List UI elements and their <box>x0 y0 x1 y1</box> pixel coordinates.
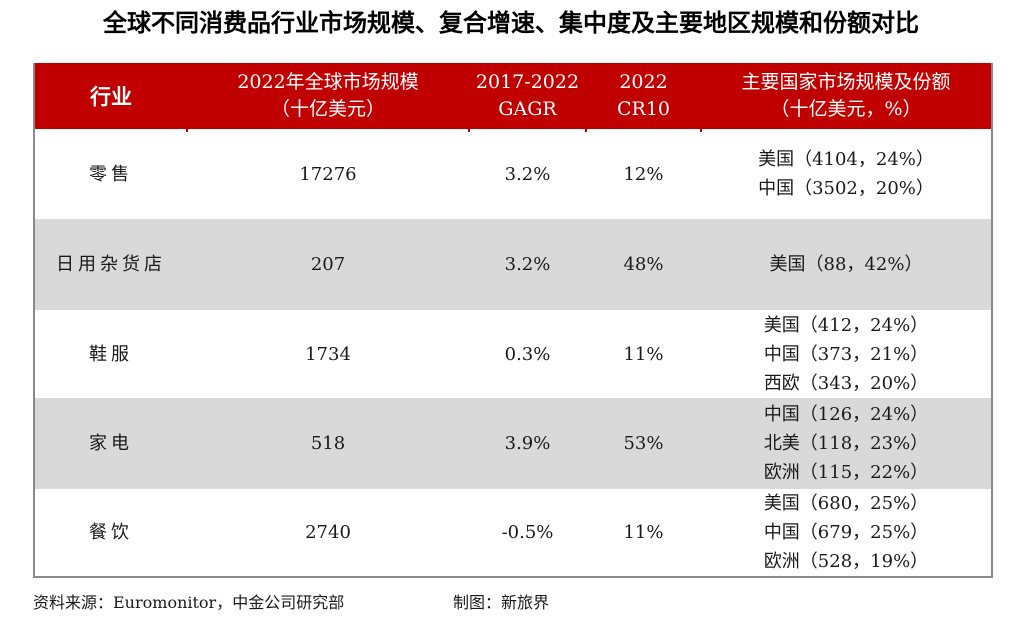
region-list: 美国（4104，24%） 中国（3502，20%） <box>758 145 934 203</box>
header-regions-line2: （十亿美元，%） <box>770 98 922 120</box>
region-share: 美国（680，25%） <box>763 493 929 514</box>
cr10-cell: 53% <box>623 433 664 454</box>
header-industry: 行业 <box>35 63 188 132</box>
cr10-cell: 48% <box>623 254 664 275</box>
header-cr10: 2022 CR10 <box>586 63 702 132</box>
regions-cell: 美国（412，24%） 中国（373，21%） 西欧（343，20%） <box>701 310 991 398</box>
header-market-size: 2022年全球市场规模 （十亿美元） <box>187 63 470 132</box>
market-size-cell: 17276 <box>299 163 357 185</box>
cr10-cell: 11% <box>623 522 664 543</box>
cagr-cell: 3.9% <box>504 433 551 454</box>
header-cagr-line1: 2017-2022 <box>475 71 580 93</box>
cagr-cell: 3.2% <box>504 254 551 275</box>
region-share: 美国（412，24%） <box>763 314 929 336</box>
regions-cell: 美国（680，25%） 中国（679，25%） 欧洲（528，19%） <box>701 489 991 576</box>
regions-cell: 美国（88，42%） <box>701 219 991 310</box>
header-market-size-line2: （十亿美元） <box>270 98 385 120</box>
table-row: 家电 518 3.9% 53% 中国（126，24%） 北美（118，23%） … <box>35 398 991 489</box>
region-share: 美国（4104，24%） <box>758 149 934 170</box>
market-size-cell: 1734 <box>305 343 351 365</box>
page-title: 全球不同消费品行业市场规模、复合增速、集中度及主要地区规模和份额对比 <box>103 8 919 37</box>
header-regions-line1: 主要国家市场规模及份额 <box>741 71 951 93</box>
source-note: 资料来源：Euromonitor，中金公司研究部 <box>33 593 345 612</box>
region-list: 美国（680，25%） 中国（679，25%） 欧洲（528，19%） <box>764 489 928 576</box>
industry-table: 行业 2022年全球市场规模 （十亿美元） 2017-2022 GAGR 202… <box>35 63 991 576</box>
table-row: 零售 17276 3.2% 12% 美国（4104，24%） 中国（3502，2… <box>35 129 991 219</box>
industry-cell: 餐饮 <box>89 522 133 543</box>
region-share: 美国（88，42%） <box>769 254 923 275</box>
region-share: 中国（679，25%） <box>763 522 929 543</box>
region-list: 中国（126，24%） 北美（118，23%） 欧洲（115，22%） <box>764 400 928 487</box>
table-row: 鞋服 1734 0.3% 11% 美国（412，24%） 中国（373，21%）… <box>35 310 991 398</box>
cagr-cell: -0.5% <box>501 522 554 543</box>
header-cagr: 2017-2022 GAGR <box>469 63 587 132</box>
market-size-cell: 207 <box>310 254 346 275</box>
header-cr10-line1: 2022 <box>619 71 668 93</box>
region-list: 美国（88，42%） <box>770 250 923 279</box>
header-cagr-line2: GAGR <box>498 98 557 120</box>
region-share: 中国（126，24%） <box>763 404 929 425</box>
industry-cell: 家电 <box>89 433 133 454</box>
industry-cell: 鞋服 <box>89 343 133 365</box>
cagr-cell: 3.2% <box>504 163 551 185</box>
cr10-cell: 11% <box>623 343 664 365</box>
region-share: 中国（3502，20%） <box>758 178 934 199</box>
region-share: 中国（373，21%） <box>763 343 929 365</box>
regions-cell: 美国（4104，24%） 中国（3502，20%） <box>701 129 991 219</box>
industry-cell: 零售 <box>89 163 133 185</box>
region-share: 西欧（343，20%） <box>763 372 929 394</box>
regions-cell: 中国（126，24%） 北美（118，23%） 欧洲（115，22%） <box>701 398 991 489</box>
chart-credit: 制图：新旅界 <box>453 593 550 612</box>
comparison-table: 行业 2022年全球市场规模 （十亿美元） 2017-2022 GAGR 202… <box>33 63 993 578</box>
cr10-cell: 12% <box>623 163 664 185</box>
region-list: 美国（412，24%） 中国（373，21%） 西欧（343，20%） <box>764 311 928 398</box>
industry-cell: 日用杂货店 <box>56 254 166 275</box>
cagr-cell: 0.3% <box>504 343 551 365</box>
market-size-cell: 2740 <box>305 522 351 543</box>
table-row: 日用杂货店 207 3.2% 48% 美国（88，42%） <box>35 219 991 310</box>
table-row: 餐饮 2740 -0.5% 11% 美国（680，25%） 中国（679，25%… <box>35 489 991 576</box>
header-industry-label: 行业 <box>90 83 132 109</box>
table-header-row: 行业 2022年全球市场规模 （十亿美元） 2017-2022 GAGR 202… <box>35 63 991 132</box>
header-market-size-line1: 2022年全球市场规模 <box>237 71 419 93</box>
header-cr10-line2: CR10 <box>616 98 671 120</box>
header-regions: 主要国家市场规模及份额 （十亿美元，%） <box>701 63 991 129</box>
market-size-cell: 518 <box>310 433 346 454</box>
region-share: 北美（118，23%） <box>763 433 929 454</box>
region-share: 欧洲（528，19%） <box>763 551 929 572</box>
region-share: 欧洲（115，22%） <box>763 462 929 483</box>
